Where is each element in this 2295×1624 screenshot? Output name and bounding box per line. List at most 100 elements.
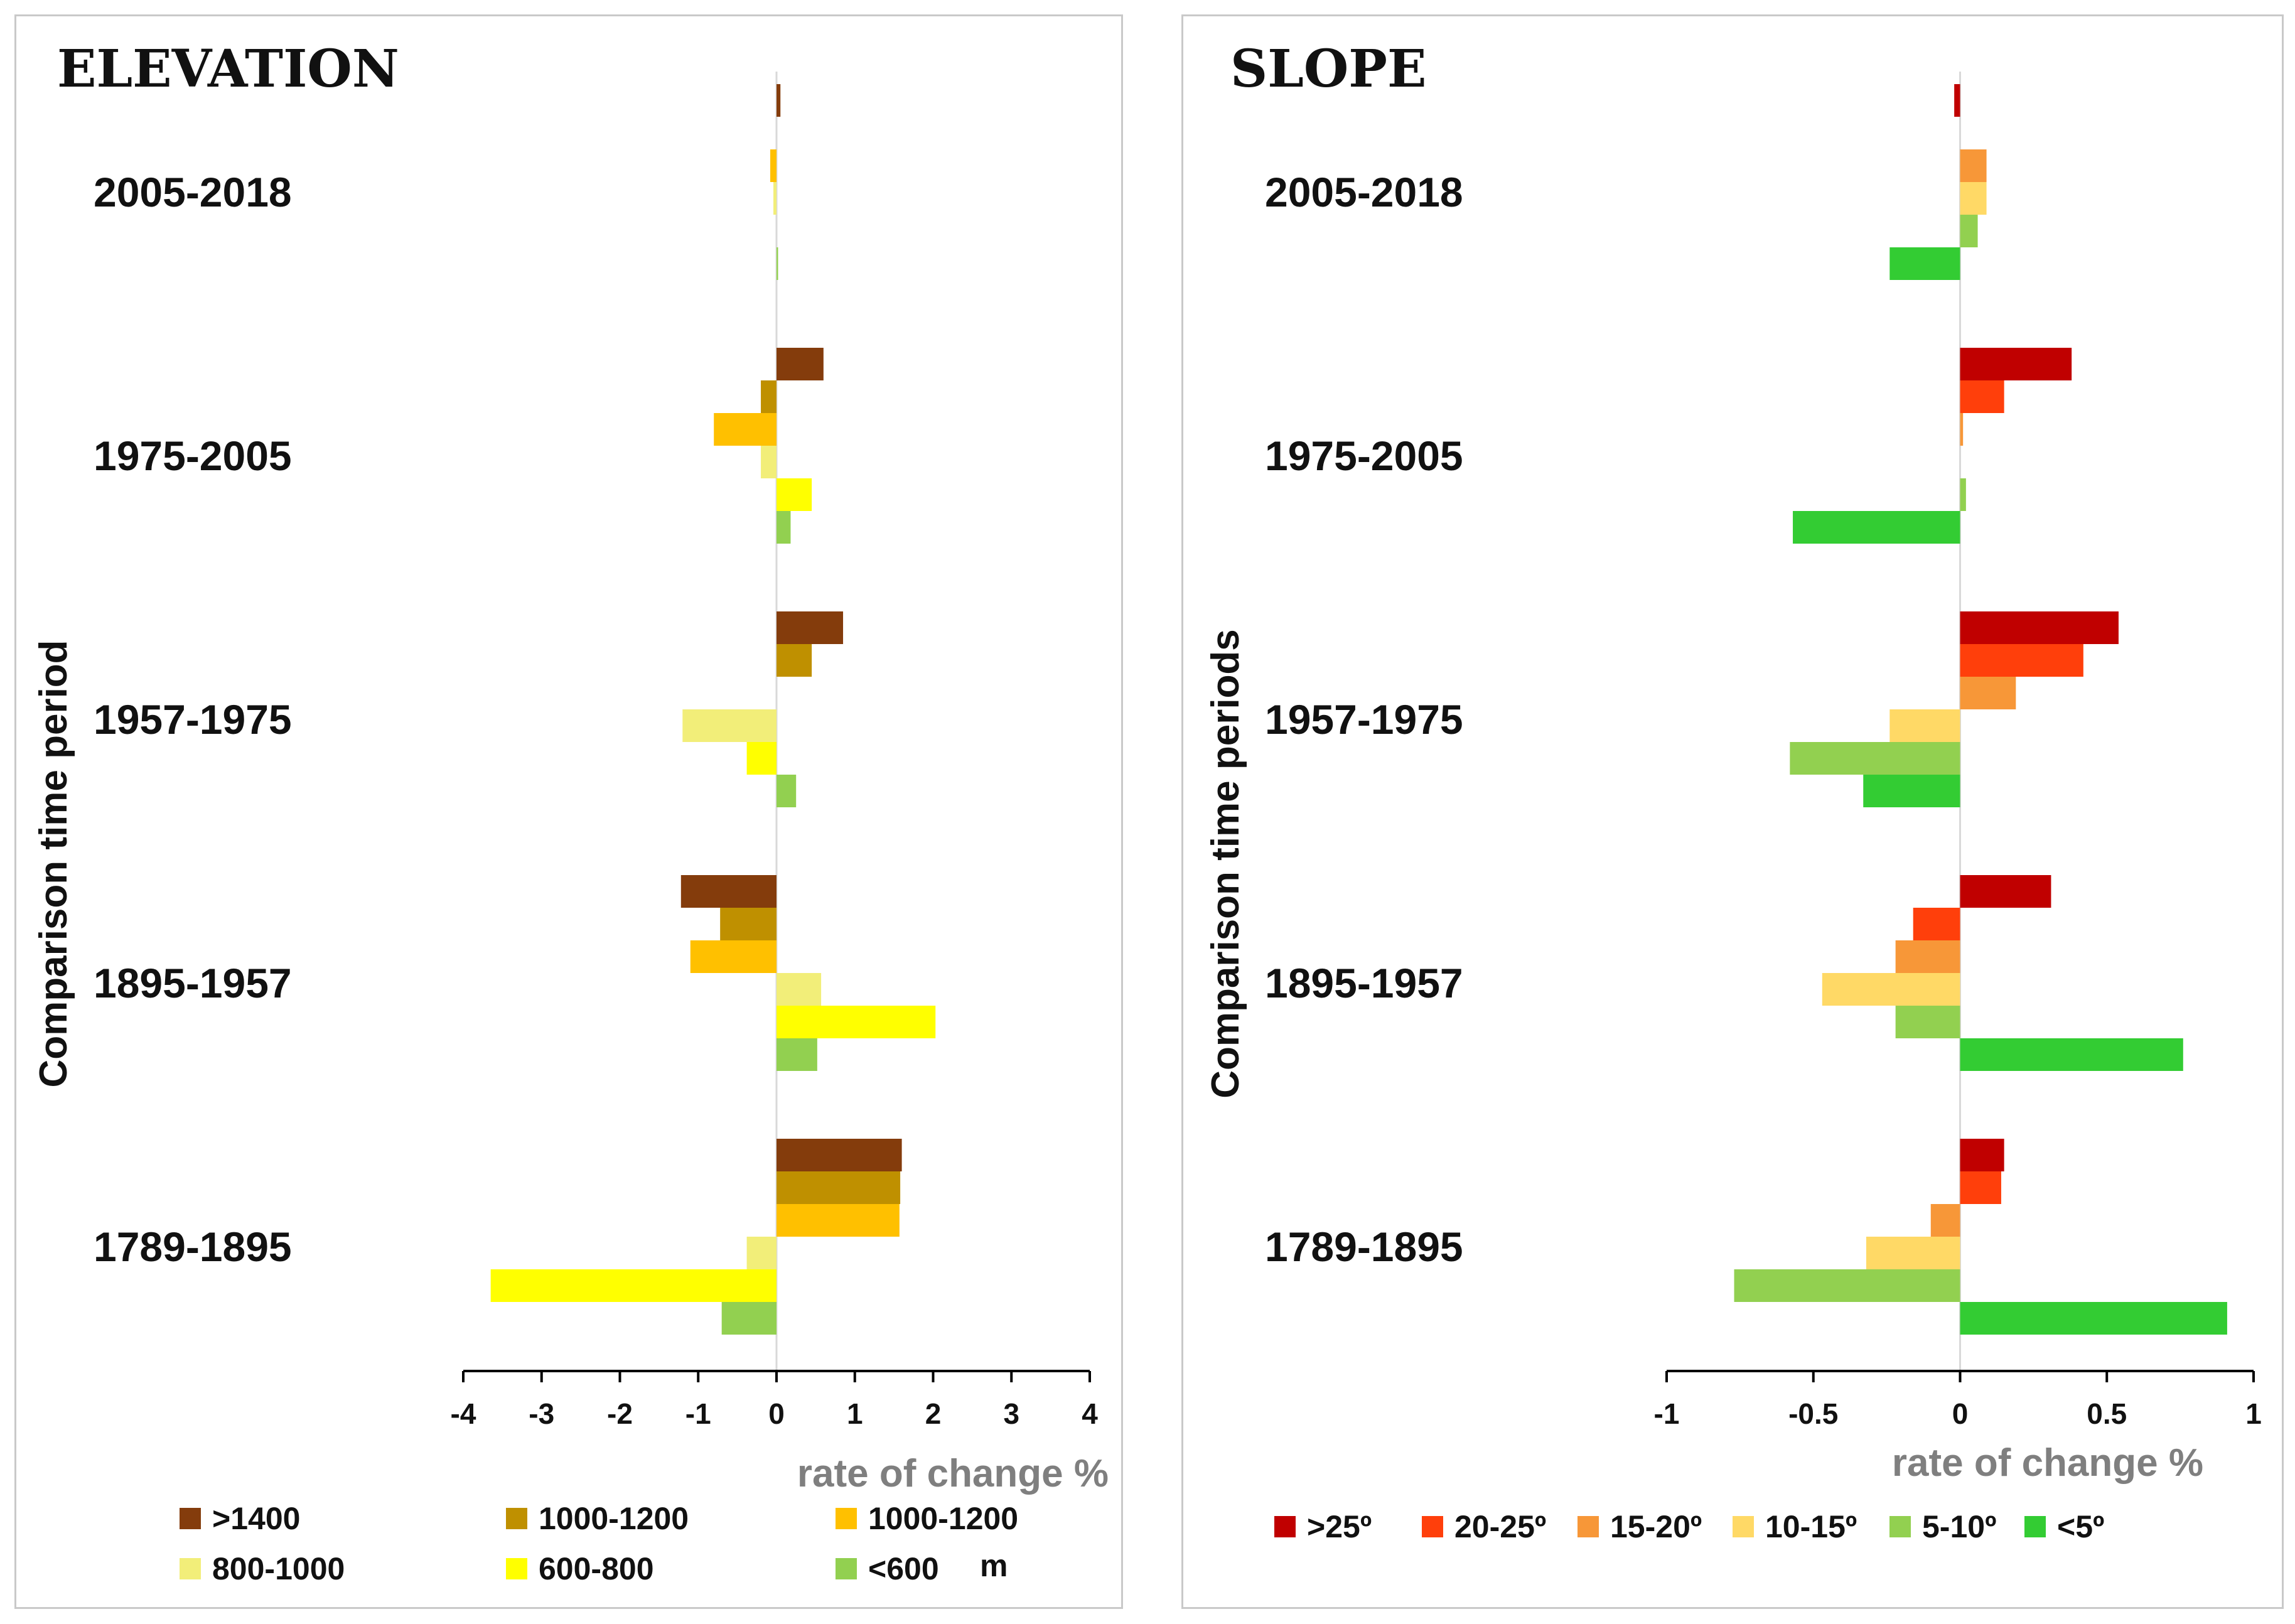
- slope-legend-label: 5-10º: [1922, 1509, 1996, 1544]
- elevation-legend-label: 1000-1200: [539, 1501, 689, 1536]
- slope-legend-label: <5º: [2057, 1509, 2104, 1544]
- slope-bar: [1954, 84, 1960, 117]
- elevation-chart-panel: ELEVATION Comparison time period 2005-2018…: [14, 14, 1123, 1609]
- slope-bar: [1790, 742, 1960, 775]
- slope-legend-label: 20-25º: [1454, 1509, 1546, 1544]
- slope-bar: [1960, 611, 2119, 644]
- elevation-bar: [770, 149, 777, 182]
- slope-x-tick-label: 0: [1952, 1397, 1969, 1430]
- slope-bar: [1960, 1038, 2183, 1071]
- slope-x-tick-label: 0.5: [2087, 1397, 2127, 1430]
- elevation-x-tick-label: 3: [1003, 1397, 1019, 1430]
- elevation-x-tick-label: -3: [529, 1397, 554, 1430]
- slope-bar: [1960, 1139, 2004, 1171]
- elevation-bar: [490, 1269, 777, 1302]
- elevation-legend-swatch: [506, 1558, 527, 1579]
- elevation-legend-swatch: [836, 1558, 857, 1579]
- slope-bar: [1895, 1006, 1960, 1038]
- slope-bar: [1895, 940, 1960, 973]
- slope-bar: [1960, 149, 1987, 182]
- slope-legend-label: 10-15º: [1765, 1509, 1857, 1544]
- elevation-x-tick-label: 1: [847, 1397, 863, 1430]
- elevation-legend-label: 600-800: [539, 1551, 654, 1586]
- slope-category-label: 1895-1957: [1265, 960, 1463, 1006]
- slope-legend-swatch: [1422, 1516, 1443, 1537]
- elevation-bar: [773, 182, 777, 215]
- slope-legend-label: >25º: [1307, 1509, 1372, 1544]
- elevation-legend-label: >1400: [212, 1501, 300, 1536]
- elevation-chart-title: ELEVATION: [57, 39, 399, 99]
- elevation-bar: [714, 413, 777, 446]
- slope-chart: SLOPE Comparison time periods 2005-2018 197…: [1204, 39, 2262, 1544]
- elevation-bar: [761, 446, 777, 478]
- slope-x-tick-label: 1: [2245, 1397, 2262, 1430]
- slope-bar: [1960, 1171, 2001, 1204]
- slope-bar: [1866, 1237, 1960, 1269]
- slope-bar: [1913, 908, 1960, 940]
- slope-y-axis-title: Comparison time periods: [1204, 629, 1247, 1099]
- slope-bar: [1793, 511, 1960, 544]
- elevation-bar: [777, 348, 824, 380]
- slope-category-label: 1957-1975: [1265, 696, 1463, 743]
- slope-bar: [1960, 677, 2016, 709]
- slope-bar: [1960, 875, 2051, 908]
- slope-bar: [1960, 413, 1964, 446]
- elevation-x-tick-label: 0: [768, 1397, 785, 1430]
- elevation-bar: [746, 1237, 777, 1269]
- slope-legend-swatch: [1577, 1516, 1599, 1537]
- elevation-legend-label: 800-1000: [212, 1551, 345, 1586]
- elevation-bar: [777, 1038, 817, 1071]
- elevation-legend-swatch: [180, 1558, 201, 1579]
- elevation-category-label: 1957-1975: [94, 696, 292, 743]
- elevation-bar: [690, 940, 777, 973]
- elevation-x-tick-label: 2: [925, 1397, 942, 1430]
- slope-x-axis-title: rate of change %: [1892, 1441, 2203, 1485]
- elevation-bar: [777, 247, 778, 280]
- elevation-x-tick-label: -1: [685, 1397, 711, 1430]
- slope-category-label: 1789-1895: [1265, 1223, 1463, 1270]
- elevation-category-label: 1789-1895: [94, 1223, 292, 1270]
- elevation-legend-label: <600: [868, 1551, 939, 1586]
- elevation-bar: [746, 742, 777, 775]
- elevation-x-tick-label: -2: [607, 1397, 633, 1430]
- elevation-bar: [777, 84, 781, 117]
- slope-bar: [1889, 247, 1960, 280]
- slope-bar: [1960, 1302, 2227, 1335]
- slope-chart-panel: SLOPE Comparison time periods 2005-2018 197…: [1181, 14, 2284, 1609]
- elevation-bar: [777, 775, 797, 807]
- elevation-category-label: 1895-1957: [94, 960, 292, 1006]
- elevation-bar: [777, 1139, 902, 1171]
- elevation-bar: [777, 1171, 901, 1204]
- slope-bar: [1960, 215, 1978, 247]
- slope-legend-label: 15-20º: [1610, 1509, 1702, 1544]
- slope-legend-swatch: [2024, 1516, 2046, 1537]
- elevation-y-axis-title: Comparison time period: [32, 640, 75, 1087]
- elevation-bar: [680, 875, 777, 908]
- slope-x-tick-label: -0.5: [1788, 1397, 1838, 1430]
- elevation-legend-unit: m: [980, 1548, 1008, 1583]
- slope-bar: [1863, 775, 1960, 807]
- elevation-bar: [777, 611, 844, 644]
- elevation-bar: [682, 709, 777, 742]
- slope-x-tick-label: -1: [1654, 1397, 1680, 1430]
- slope-category-label: 1975-2005: [1265, 433, 1463, 479]
- slope-bar: [1960, 380, 2004, 413]
- elevation-chart: ELEVATION Comparison time period 2005-2018…: [32, 39, 1109, 1586]
- slope-bar: [1889, 709, 1960, 742]
- slope-bar: [1734, 1269, 1960, 1302]
- slope-category-label: 2005-2018: [1265, 169, 1463, 215]
- elevation-bar: [721, 1302, 777, 1335]
- elevation-bar: [777, 1204, 900, 1237]
- elevation-x-tick-label: 4: [1082, 1397, 1098, 1430]
- slope-bar: [1960, 478, 1966, 511]
- elevation-legend-label: 1000-1200: [868, 1501, 1018, 1536]
- elevation-bar: [777, 1006, 936, 1038]
- elevation-bar: [777, 478, 812, 511]
- slope-legend-swatch: [1274, 1516, 1296, 1537]
- elevation-bar: [761, 380, 777, 413]
- elevation-x-tick-label: -4: [451, 1397, 476, 1430]
- slope-chart-title: SLOPE: [1230, 39, 1426, 99]
- elevation-legend-swatch: [506, 1508, 527, 1529]
- elevation-bar: [777, 644, 812, 677]
- slope-legend-swatch: [1889, 1516, 1911, 1537]
